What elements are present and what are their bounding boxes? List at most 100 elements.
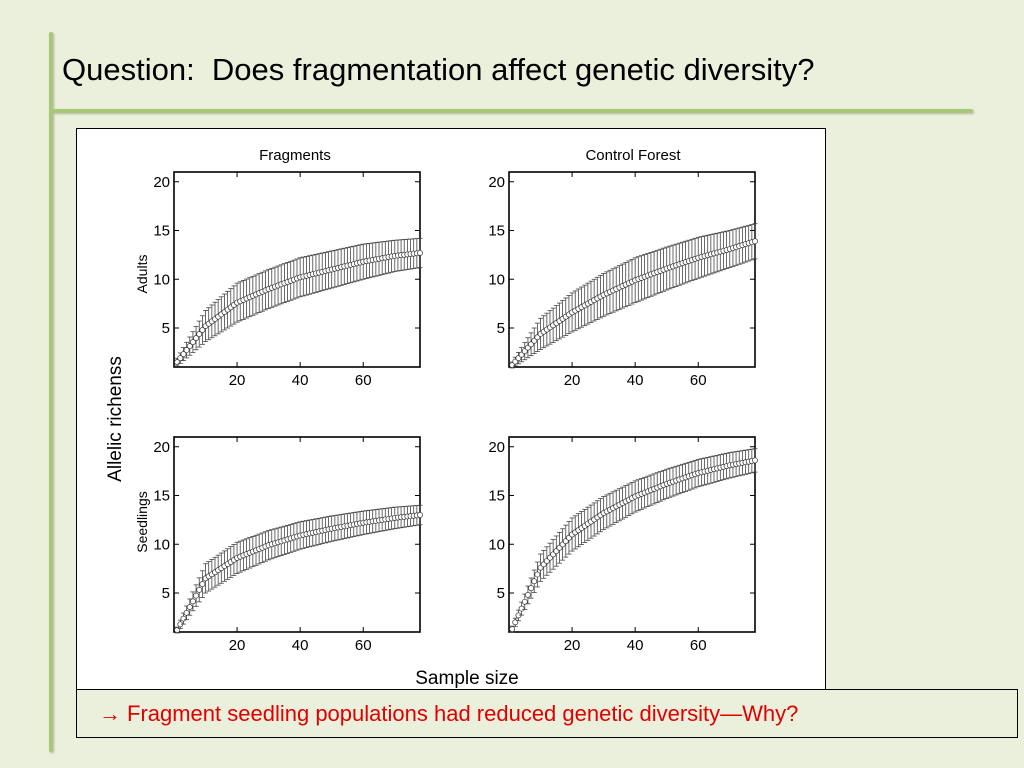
x-tick-label: 60 xyxy=(690,637,707,654)
x-tick-label: 60 xyxy=(355,372,372,389)
mean-marker xyxy=(180,615,187,622)
y-tick-label: 20 xyxy=(488,174,505,191)
data-point xyxy=(518,347,525,363)
mean-marker xyxy=(193,335,200,342)
data-point xyxy=(174,626,181,634)
x-tick-label: 40 xyxy=(292,372,309,389)
data-point xyxy=(193,584,200,607)
data-point xyxy=(711,455,717,483)
x-tick-label: 40 xyxy=(627,372,644,389)
data-point xyxy=(202,310,209,343)
y-tick-label: 10 xyxy=(488,536,505,553)
y-tick-label: 20 xyxy=(488,439,505,456)
data-point xyxy=(565,295,572,335)
data-point xyxy=(294,258,300,299)
mean-marker xyxy=(193,592,200,599)
y-tick-label: 5 xyxy=(497,320,505,337)
mean-marker xyxy=(183,609,190,616)
data-point xyxy=(663,246,670,291)
column-title-control-forest: Control Forest xyxy=(585,147,681,164)
y-tick-label: 10 xyxy=(153,536,170,553)
data-point xyxy=(635,479,642,512)
data-point xyxy=(537,317,544,350)
mean-marker xyxy=(183,347,190,354)
conclusion-box: → Fragment seedling populations had redu… xyxy=(76,689,1018,738)
mean-marker xyxy=(186,604,193,611)
data-point xyxy=(543,546,550,576)
y-tick-label: 15 xyxy=(153,223,170,240)
data-point xyxy=(685,461,692,491)
data-point xyxy=(733,228,740,266)
data-point xyxy=(635,256,642,302)
accent-bar-vertical xyxy=(49,32,53,752)
data-point xyxy=(752,223,758,260)
data-point xyxy=(556,531,563,564)
chart-panel-top-right: 20 40 60 5 10 15 20 xyxy=(488,171,758,389)
data-point xyxy=(417,237,423,268)
data-point xyxy=(518,601,525,616)
data-point xyxy=(189,591,196,612)
mean-marker xyxy=(196,586,203,593)
data-point xyxy=(654,472,661,503)
x-tick-label: 40 xyxy=(292,637,309,654)
data-point xyxy=(591,278,598,322)
y-tick-label: 5 xyxy=(497,585,505,602)
x-tick-label: 20 xyxy=(564,372,581,389)
data-point xyxy=(521,593,528,610)
y-tick-label: 5 xyxy=(162,585,170,602)
data-point xyxy=(417,504,423,526)
data-point xyxy=(581,284,588,327)
data-point xyxy=(610,268,617,313)
conclusion-text: Fragment seedling populations had reduce… xyxy=(127,700,799,726)
x-tick-label: 20 xyxy=(229,372,246,389)
slide-title: Question: Does fragmentation affect gene… xyxy=(62,52,815,87)
data-point xyxy=(234,541,241,574)
mean-marker xyxy=(509,626,516,633)
mean-marker xyxy=(417,249,423,256)
data-point xyxy=(553,535,560,567)
row-label-adults: Adults xyxy=(134,255,150,294)
y-tick-label: 15 xyxy=(153,488,170,505)
data-point xyxy=(729,229,736,267)
data-point xyxy=(524,337,531,359)
data-series xyxy=(509,223,758,369)
mean-marker xyxy=(199,327,206,334)
data-point xyxy=(531,569,538,593)
mean-marker xyxy=(186,343,193,350)
row-label-seedlings: Seedlings xyxy=(134,491,150,553)
data-point xyxy=(651,473,658,505)
mean-marker xyxy=(189,598,196,605)
data-point xyxy=(575,513,582,548)
chart-panel-bottom-right: 20 40 60 5 10 15 20 xyxy=(488,436,758,654)
accent-bar-horizontal xyxy=(53,109,973,113)
mean-marker xyxy=(189,339,196,346)
data-point xyxy=(328,250,335,289)
mean-marker xyxy=(196,331,203,338)
data-point xyxy=(534,561,541,588)
mean-marker xyxy=(180,351,187,358)
data-point xyxy=(199,570,206,598)
chart-panel-bottom-left: 20 40 60 5 10 15 20 xyxy=(153,436,423,654)
data-point xyxy=(205,561,212,592)
x-tick-label: 60 xyxy=(690,372,707,389)
chart-grid: Fragments Control Forest Adults Seedling… xyxy=(105,147,758,689)
data-point xyxy=(199,315,206,345)
x-tick-label: 40 xyxy=(627,637,644,654)
data-point xyxy=(196,577,203,603)
data-point xyxy=(565,521,572,555)
mean-marker xyxy=(177,355,184,362)
data-point xyxy=(606,492,613,527)
chart-panel-top-left: 20 40 60 5 10 15 20 xyxy=(153,171,423,389)
x-tick-label: 20 xyxy=(229,637,246,654)
figure-panel: Fragments Control Forest Adults Seedling… xyxy=(76,128,826,691)
data-point xyxy=(382,241,389,275)
mean-marker xyxy=(752,238,758,245)
data-point xyxy=(752,448,758,473)
data-point xyxy=(528,577,535,599)
y-tick-label: 15 xyxy=(488,223,505,240)
mean-marker xyxy=(417,512,423,518)
y-axis-label: Allelic richenss xyxy=(105,356,126,482)
mean-marker xyxy=(524,592,531,598)
data-point xyxy=(625,483,632,516)
